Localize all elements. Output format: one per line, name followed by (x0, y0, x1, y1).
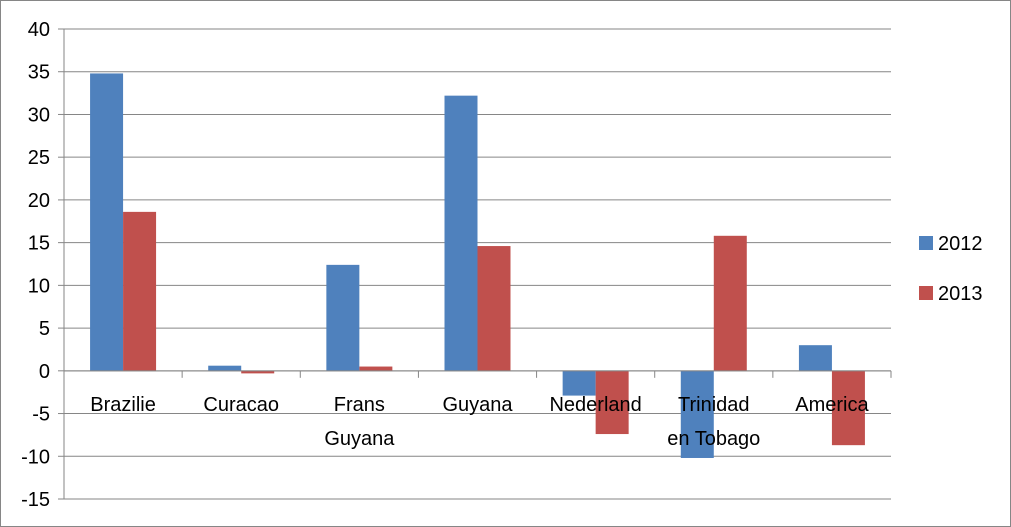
bar-2012-1 (208, 365, 242, 371)
bar-2013-5 (713, 235, 747, 371)
y-tick-label: -15 (21, 489, 50, 511)
x-category-label: America (795, 394, 869, 416)
y-tick-label: 15 (28, 233, 50, 255)
bar-2013-3 (477, 246, 511, 371)
bar-2012-2 (326, 264, 360, 371)
x-category-label: Trinidad en Tobago (667, 394, 760, 450)
y-tick-label: 10 (28, 275, 50, 297)
legend-swatch-2012 (919, 236, 933, 250)
y-tick-label: -5 (32, 404, 50, 426)
y-tick-label: 25 (28, 147, 50, 169)
legend-label-2013: 2013 (938, 283, 983, 305)
y-tick-label: 35 (28, 62, 50, 84)
y-tick-label: 20 (28, 190, 50, 212)
x-category-label: Frans Guyana (324, 394, 395, 450)
axes (58, 28, 892, 500)
bar-2012-3 (444, 95, 478, 371)
bar-2012-6 (798, 345, 832, 371)
bar-2012-4 (562, 370, 596, 396)
bar-2012-5 (680, 370, 714, 458)
y-tick-label: 0 (39, 361, 50, 383)
y-tick-label: 5 (39, 318, 50, 340)
y-axis-tick-labels: 40 35 30 25 20 15 10 5 0 -5 -10 -15 (21, 19, 50, 511)
x-axis-category-labels: Brazilie Curacao Frans Guyana Guyana Nederlan… (90, 394, 869, 450)
legend: 2012 2013 (919, 233, 983, 305)
legend-swatch-2013 (919, 286, 933, 300)
y-tick-label: 30 (28, 104, 50, 126)
x-category-label: Guyana (442, 394, 513, 416)
bar-2013-4 (595, 370, 629, 435)
x-category-label: Curacao (203, 394, 279, 416)
y-tick-label: 40 (28, 19, 50, 41)
bars (90, 73, 865, 458)
bar-2013-2 (359, 366, 393, 371)
legend-label-2012: 2012 (938, 233, 983, 255)
bar-2013-0 (123, 211, 157, 371)
bar-2013-6 (831, 370, 865, 446)
bar-2012-0 (90, 73, 124, 371)
x-category-label: Nederland (549, 394, 641, 416)
y-tick-label: -10 (21, 446, 50, 468)
bar-2013-1 (241, 370, 275, 374)
x-category-label: Brazilie (90, 394, 156, 416)
